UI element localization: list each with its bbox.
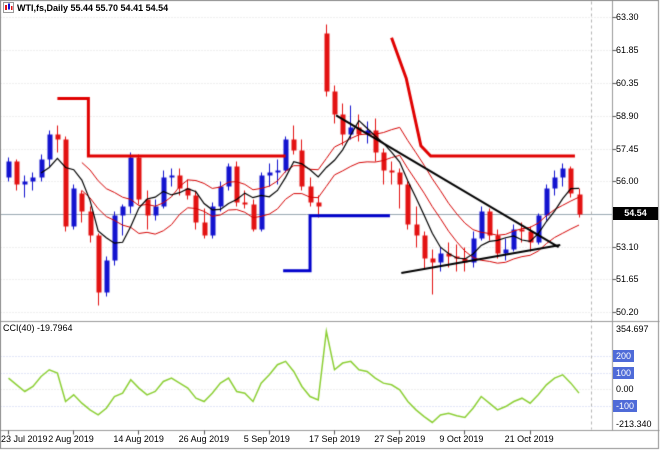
time-axis-label: 9 Oct 2019: [439, 434, 484, 444]
price-axis-label: 53.10: [616, 241, 639, 252]
chart-title-text: WTI,fs,Daily 55.44 55.70 54.41 54.54: [17, 2, 169, 13]
time-axis-label: 14 Aug 2019: [113, 434, 164, 444]
price-axis-label: 61.85: [616, 44, 639, 55]
price-axis-label: 60.35: [616, 78, 639, 89]
price-axis[interactable]: 63.30 61.85 60.35 58.90 57.45 56.00 53.10 51.65…: [612, 0, 660, 430]
price-axis-label: 51.65: [616, 274, 639, 285]
time-axis-label: 21 Oct 2019: [504, 434, 554, 444]
cci-level-label: 0.00: [616, 384, 634, 395]
cci-scale-max-label: 354.697: [616, 324, 649, 334]
time-axis-label: 5 Sep 2019: [243, 434, 290, 444]
time-axis-label: 17 Sep 2019: [309, 434, 361, 444]
price-axis-label: 57.45: [616, 143, 639, 154]
cci-level-label: -100: [613, 400, 638, 413]
price-axis-label: 58.90: [616, 111, 639, 122]
cci-indicator-label: CCI(40) -19.7964: [3, 323, 73, 333]
time-axis[interactable]: 23 Jul 2019 2 Aug 2019 14 Aug 2019 26 Aug 2…: [0, 430, 660, 450]
cci-level-label: 100: [613, 366, 635, 379]
cci-level-label: 200: [613, 349, 635, 362]
chart-title: WTI,fs,Daily 55.44 55.70 54.41 54.54: [3, 2, 168, 13]
chart-icon: [3, 2, 14, 13]
time-axis-label: 27 Sep 2019: [374, 434, 426, 444]
time-axis-label: 26 Aug 2019: [178, 434, 230, 444]
price-axis-label: 63.30: [616, 12, 639, 22]
time-axis-label: 2 Aug 2019: [48, 434, 94, 444]
cci-scale-min-label: -213.340: [616, 419, 652, 429]
current-price-box: 54.54: [613, 207, 658, 221]
price-axis-label: 56.00: [616, 176, 639, 187]
time-axis-label: 23 Jul 2019: [1, 434, 48, 444]
price-axis-label: 50.20: [616, 307, 639, 317]
